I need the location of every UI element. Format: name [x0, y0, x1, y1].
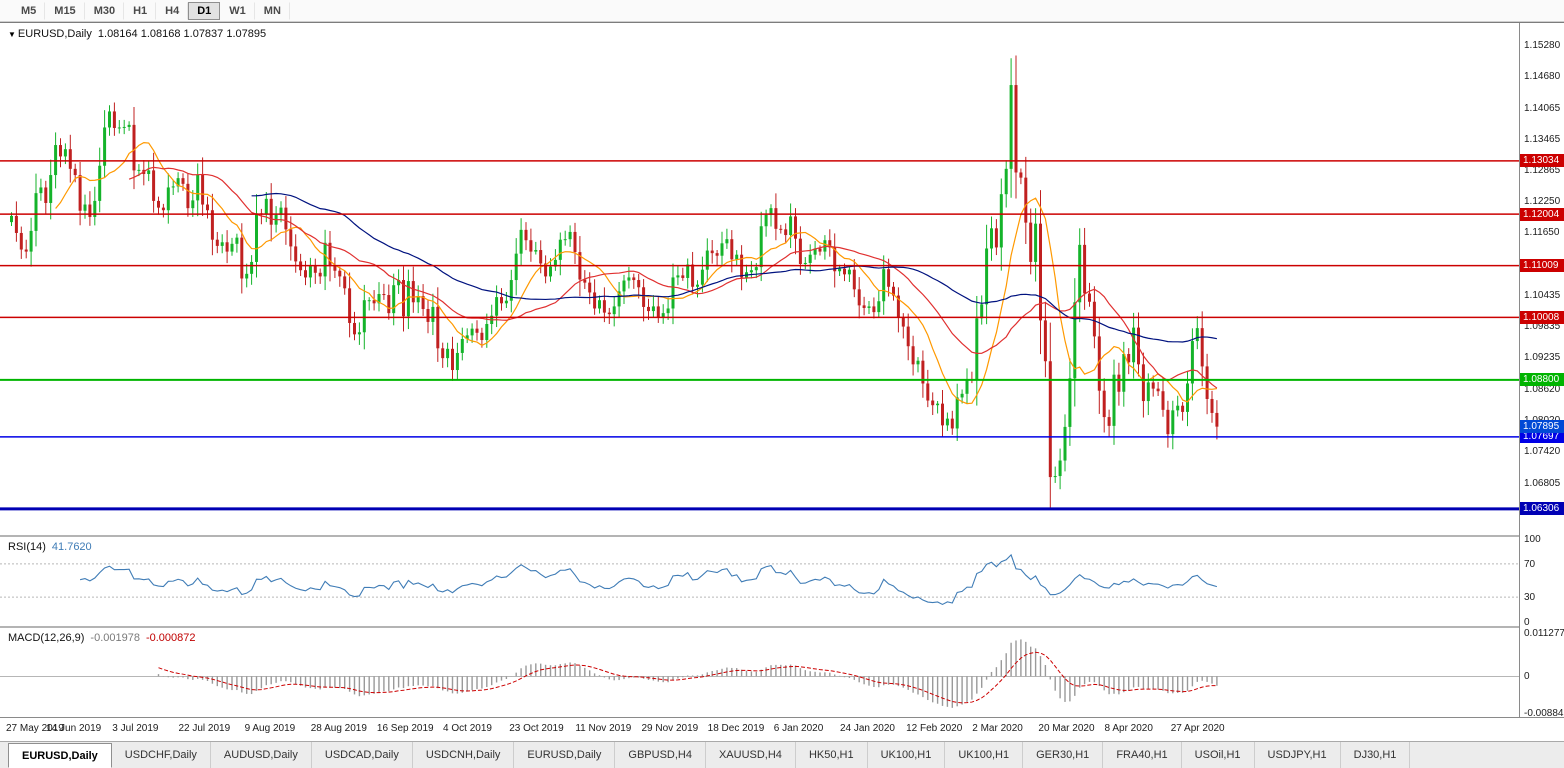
hline-price-badge: 1.13034	[1520, 154, 1564, 167]
hline-price-badge: 1.12004	[1520, 208, 1564, 221]
symbol-title: EURUSD,Daily	[18, 28, 92, 40]
price-axis-tick: 1.14065	[1524, 103, 1560, 114]
price-axis-tick: 1.15280	[1524, 40, 1560, 51]
hline-price-badge: 1.10008	[1520, 311, 1564, 324]
timeframe-w1-button[interactable]: W1	[220, 2, 255, 20]
hline-price-badge: 1.08800	[1520, 373, 1564, 386]
macd-signal-value: -0.000872	[146, 632, 196, 644]
chart-tab-usdcnh-daily[interactable]: USDCNH,Daily	[413, 742, 515, 768]
date-axis-label: 3 Jul 2019	[112, 723, 158, 734]
timeframe-m30-button[interactable]: M30	[85, 2, 124, 20]
candlestick-chart[interactable]	[0, 23, 1519, 535]
date-axis-label: 12 Feb 2020	[906, 723, 962, 734]
chart-tab-xauusd-h4[interactable]: XAUUSD,H4	[706, 742, 796, 768]
chart-tab-eurusd-daily[interactable]: EURUSD,Daily	[8, 743, 112, 768]
chart-tab-dj30-h1[interactable]: DJ30,H1	[1341, 742, 1411, 768]
price-axis-tick: 1.12250	[1524, 196, 1560, 207]
price-axis-tick: 70	[1524, 559, 1535, 570]
chart-tab-usdjpy-h1[interactable]: USDJPY,H1	[1255, 742, 1341, 768]
price-axis-tick: 1.13465	[1524, 134, 1560, 145]
macd-name: MACD(12,26,9)	[8, 632, 84, 644]
price-axis-tick: 1.14680	[1524, 71, 1560, 82]
timeframe-d1-button[interactable]: D1	[188, 2, 220, 20]
timeframe-h1-button[interactable]: H1	[124, 2, 156, 20]
date-axis-label: 22 Jul 2019	[178, 723, 230, 734]
date-axis-label: 2 Mar 2020	[972, 723, 1023, 734]
date-axis-label: 14 Jun 2019	[46, 723, 101, 734]
chart-tab-gbpusd-h4[interactable]: GBPUSD,H4	[615, 742, 706, 768]
chart-tab-eurusd-daily[interactable]: EURUSD,Daily	[514, 742, 615, 768]
chart-tab-usoil-h1[interactable]: USOil,H1	[1182, 742, 1255, 768]
price-axis-tick: 1.10435	[1524, 290, 1560, 301]
chart-tab-hk50-h1[interactable]: HK50,H1	[796, 742, 868, 768]
date-axis-label: 27 Apr 2020	[1171, 723, 1225, 734]
rsi-pane[interactable]: RSI(14) 41.7620	[0, 537, 1519, 626]
hline-price-badge: 1.06306	[1520, 502, 1564, 515]
timeframe-mn-button[interactable]: MN	[255, 2, 290, 20]
chart-tab-uk100-h1[interactable]: UK100,H1	[945, 742, 1023, 768]
price-axis-tick: 1.06805	[1524, 478, 1560, 489]
symbol-marker-icon: ▼	[8, 30, 16, 39]
price-axis-tick: 0	[1524, 617, 1530, 628]
rsi-label: RSI(14) 41.7620	[8, 541, 98, 553]
hline-price-badge: 1.11009	[1520, 259, 1564, 272]
macd-plot[interactable]	[0, 628, 1519, 717]
chart-tabs-bar: EURUSD,DailyUSDCHF,DailyAUDUSD,DailyUSDC…	[0, 741, 1564, 768]
current-price-badge: 1.07895	[1520, 420, 1564, 433]
chart-tab-fra40-h1[interactable]: FRA40,H1	[1103, 742, 1181, 768]
chart-tab-audusd-daily[interactable]: AUDUSD,Daily	[211, 742, 312, 768]
date-axis-label: 6 Jan 2020	[774, 723, 824, 734]
chart-tab-usdcad-daily[interactable]: USDCAD,Daily	[312, 742, 413, 768]
price-axis[interactable]: 1.152801.146801.140651.134651.128651.122…	[1519, 23, 1564, 717]
chart-tab-uk100-h1[interactable]: UK100,H1	[868, 742, 946, 768]
rsi-name: RSI(14)	[8, 541, 46, 553]
date-axis-label: 29 Nov 2019	[642, 723, 699, 734]
date-axis[interactable]: 27 May 201914 Jun 20193 Jul 201922 Jul 2…	[0, 717, 1564, 742]
timeframe-m5-button[interactable]: M5	[12, 2, 45, 20]
macd-label: MACD(12,26,9) -0.001978 -0.000872	[8, 632, 202, 644]
timeframe-h4-button[interactable]: H4	[156, 2, 188, 20]
macd-pane[interactable]: MACD(12,26,9) -0.001978 -0.000872	[0, 628, 1519, 717]
rsi-plot[interactable]	[0, 537, 1519, 626]
date-axis-label: 28 Aug 2019	[311, 723, 367, 734]
timeframe-m15-button[interactable]: M15	[45, 2, 84, 20]
date-axis-label: 20 Mar 2020	[1038, 723, 1094, 734]
price-axis-tick: 100	[1524, 534, 1541, 545]
price-axis-tick: 0	[1524, 671, 1530, 682]
date-axis-label: 23 Oct 2019	[509, 723, 563, 734]
chart-window: ▼EURUSD,Daily1.08164 1.08168 1.07837 1.0…	[0, 22, 1564, 767]
macd-main-value: -0.001978	[90, 632, 140, 644]
date-axis-label: 16 Sep 2019	[377, 723, 434, 734]
price-axis-tick: 1.07420	[1524, 446, 1560, 457]
date-axis-label: 18 Dec 2019	[708, 723, 765, 734]
date-axis-label: 24 Jan 2020	[840, 723, 895, 734]
chart-title: ▼EURUSD,Daily 1.08164 1.08168 1.07837 1.0…	[8, 28, 266, 40]
date-axis-label: 11 Nov 2019	[575, 723, 631, 734]
ohlc-quote: 1.08164 1.08168 1.07837 1.07895	[98, 28, 266, 40]
price-axis-tick: 1.11650	[1524, 227, 1559, 238]
price-axis-tick: 0.011277	[1524, 628, 1564, 639]
price-chart-pane[interactable]: ▼EURUSD,Daily 1.08164 1.08168 1.07837 1.0…	[0, 23, 1519, 535]
rsi-value: 41.7620	[52, 541, 92, 553]
chart-tab-usdchf-daily[interactable]: USDCHF,Daily	[112, 742, 211, 768]
chart-tab-ger30-h1[interactable]: GER30,H1	[1023, 742, 1103, 768]
price-axis-tick: 30	[1524, 592, 1535, 603]
date-axis-label: 9 Aug 2019	[245, 723, 296, 734]
price-axis-tick: 1.09235	[1524, 352, 1560, 363]
date-axis-label: 4 Oct 2019	[443, 723, 492, 734]
timeframe-toolbar: M5M15M30H1H4D1W1MN	[0, 0, 1564, 22]
date-axis-label: 8 Apr 2020	[1105, 723, 1153, 734]
